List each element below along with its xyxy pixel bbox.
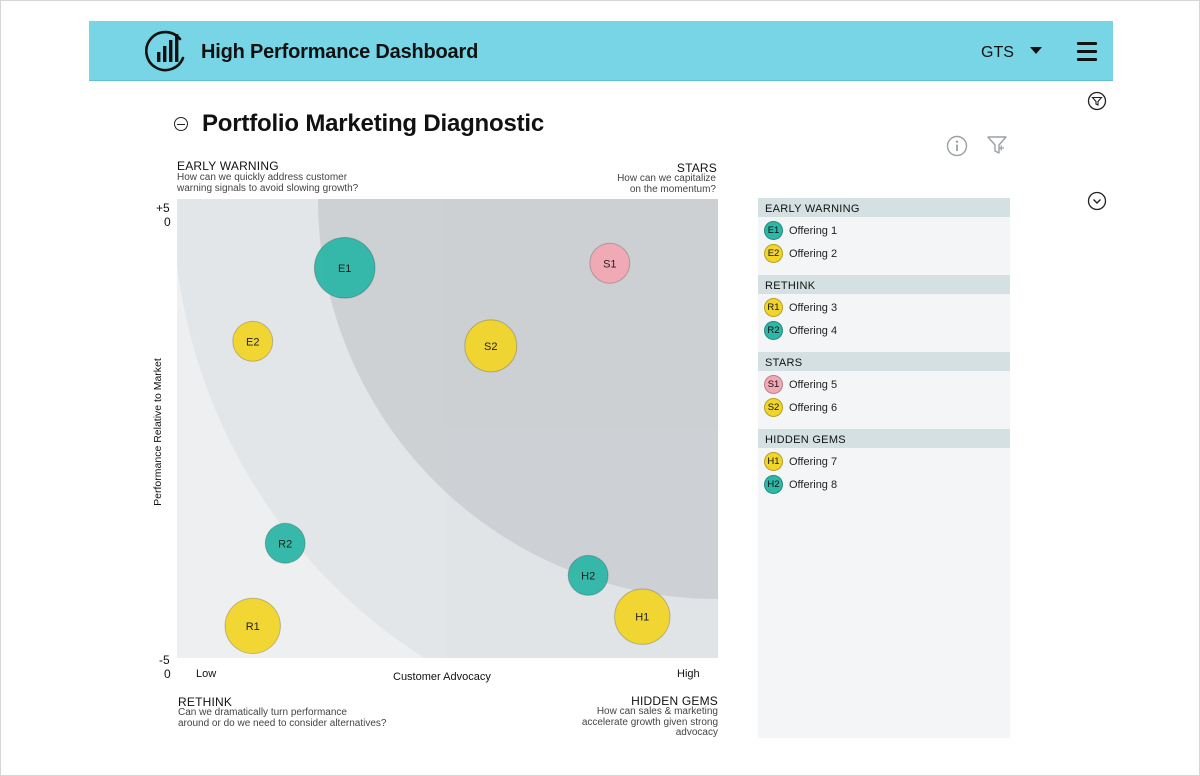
hidden-gems-subtitle: How can sales & marketing accelerate gro… — [540, 706, 718, 739]
legend-item[interactable]: H1 Offering 7 — [758, 450, 1010, 473]
rethink-subtitle-line: Can we dramatically turn performance — [178, 707, 347, 718]
legend-item[interactable]: S1 Offering 5 — [758, 373, 1010, 396]
legend-badge: R2 — [764, 321, 783, 340]
bubble-h2[interactable] — [567, 554, 609, 596]
y-axis-label: Performance Relative to Market — [152, 358, 164, 506]
legend-item[interactable]: E2 Offering 2 — [758, 242, 1010, 265]
company-label: GTS — [981, 44, 1014, 61]
y-tick-bottom-zero: 0 — [164, 667, 171, 681]
y-tick-top-max: +5 — [156, 201, 170, 215]
app-title: High Performance Dashboard — [201, 41, 479, 63]
legend-item-label: Offering 8 — [789, 478, 838, 491]
top-bar: High Performance Dashboard GTS — [89, 21, 1113, 81]
legend-item[interactable]: H2 Offering 8 — [758, 473, 1010, 496]
legend-item[interactable]: R2 Offering 4 — [758, 319, 1010, 342]
legend-item-label: Offering 5 — [789, 378, 838, 391]
bubble-r1[interactable] — [224, 597, 281, 655]
legend-item-label: Offering 1 — [789, 224, 838, 237]
legend-group-title: EARLY WARNING — [758, 198, 1010, 217]
legend-group-title: HIDDEN GEMS — [758, 429, 1010, 448]
legend-panel: EARLY WARNING E1 Offering 1 E2 Offering 2 RET… — [758, 198, 1010, 738]
bubble-s1[interactable] — [589, 242, 631, 284]
stars-title: STARS — [676, 161, 717, 175]
bubble-e2[interactable] — [232, 320, 274, 362]
info-icon[interactable] — [946, 135, 968, 157]
hidden-gems-subtitle-line: How can sales & marketing — [596, 706, 718, 717]
bubble-r2[interactable] — [264, 522, 306, 564]
legend-group: STARS S1 Offering 5 S2 Offering 6 — [758, 352, 1010, 419]
legend-badge: E2 — [764, 244, 783, 263]
legend-group: EARLY WARNING E1 Offering 1 E2 Offering 2 — [758, 198, 1010, 265]
legend-group-title: RETHINK — [758, 275, 1010, 294]
legend-item[interactable]: E1 Offering 1 — [758, 219, 1010, 242]
legend-badge: H2 — [764, 475, 783, 494]
stars-subtitle-line: How can we capitalize — [617, 173, 716, 184]
hidden-gems-subtitle-line: accelerate growth given strong — [581, 716, 718, 728]
hidden-gems-subtitle-line: advocacy — [675, 727, 718, 738]
rethink-title: RETHINK — [178, 695, 233, 709]
legend-group: HIDDEN GEMS H1 Offering 7 H2 Offering 8 — [758, 429, 1010, 496]
filter-icon[interactable] — [986, 134, 1008, 156]
legend-badge: E1 — [764, 221, 783, 240]
legend-badge: S1 — [764, 375, 783, 394]
chevron-down-circle-icon[interactable] — [1087, 191, 1107, 211]
legend-item-label: Offering 6 — [789, 401, 838, 414]
legend-item-label: Offering 2 — [789, 247, 838, 260]
legend-item-label: Offering 7 — [789, 455, 838, 468]
legend-badge: H1 — [764, 452, 783, 471]
x-tick-low: Low — [196, 668, 217, 680]
x-tick-high: High — [677, 668, 700, 680]
company-dropdown[interactable]: GTS — [981, 44, 1042, 62]
legend-item[interactable]: S2 Offering 6 — [758, 396, 1010, 419]
hidden-gems-title: HIDDEN GEMS — [631, 694, 718, 708]
early-warning-subtitle: How can we quickly address customer warn… — [177, 172, 359, 194]
bubble-h1[interactable] — [614, 588, 671, 645]
legend-group-title: STARS — [758, 352, 1010, 371]
caret-down-icon — [1029, 47, 1042, 54]
rethink-subtitle: Can we dramatically turn performance aro… — [178, 707, 387, 729]
legend-group: RETHINK R1 Offering 3 R2 Offering 4 — [758, 275, 1010, 342]
rethink-subtitle-line: around or do we need to consider alterna… — [178, 717, 387, 729]
legend-item-label: Offering 3 — [789, 301, 838, 314]
legend-item-label: Offering 4 — [789, 324, 838, 337]
hamburger-menu-icon[interactable] — [1077, 42, 1097, 62]
bubble-e1[interactable] — [313, 237, 376, 299]
early-warning-subtitle-line: warning signals to avoid slowing growth? — [177, 182, 359, 194]
filter-circle-icon[interactable] — [1087, 91, 1107, 111]
legend-item[interactable]: R1 Offering 3 — [758, 296, 1010, 319]
y-tick-bottom-min: -5 — [159, 653, 170, 667]
early-warning-title: EARLY WARNING — [177, 159, 279, 173]
bubble-s2[interactable] — [464, 319, 518, 373]
legend-badge: S2 — [764, 398, 783, 417]
section-title: Portfolio Marketing Diagnostic — [202, 110, 545, 137]
stars-subtitle-line: on the momentum? — [629, 183, 716, 195]
minus-circle-icon[interactable] — [174, 117, 188, 131]
x-axis-label: Customer Advocacy — [393, 671, 491, 683]
stars-subtitle: How can we capitalize on the momentum? — [560, 173, 716, 195]
bar-chart-circle-icon — [145, 30, 185, 72]
early-warning-subtitle-line: How can we quickly address customer — [177, 172, 348, 183]
legend-badge: R1 — [764, 298, 783, 317]
y-tick-top-zero: 0 — [164, 215, 171, 229]
